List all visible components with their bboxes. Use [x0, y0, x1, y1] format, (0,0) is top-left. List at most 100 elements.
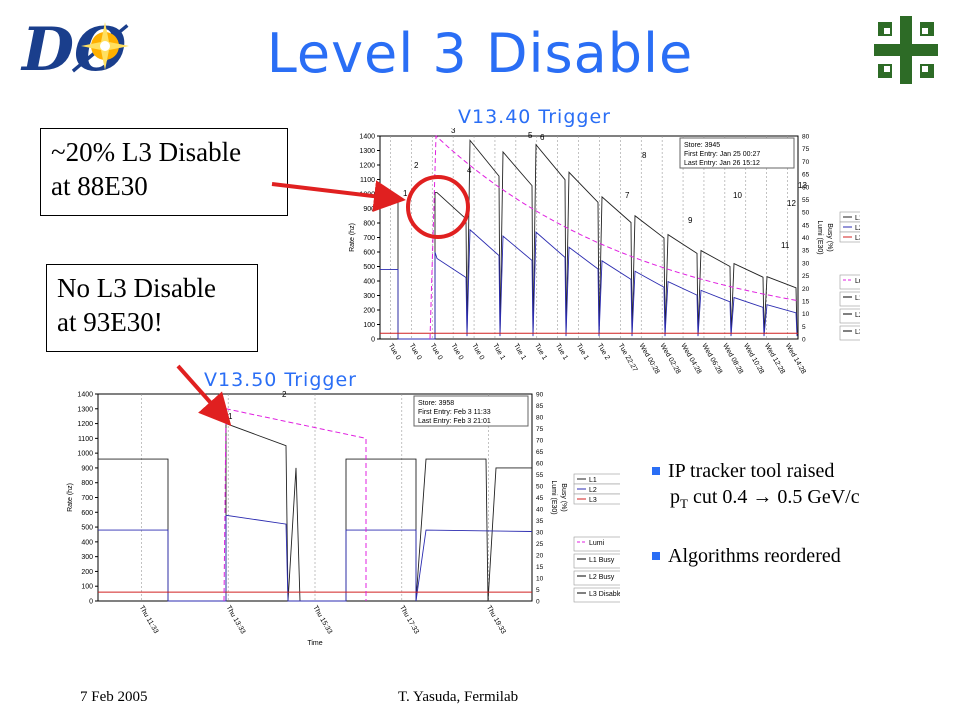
y2-tick-label: 60	[536, 461, 544, 468]
y2-tick-label: 30	[536, 530, 544, 537]
y-tick-label: 800	[363, 221, 375, 228]
trigger-label-bottom: V13.50 Trigger	[204, 369, 357, 391]
y-tick-label: 0	[371, 337, 375, 344]
y-tick-label: 1100	[360, 177, 375, 184]
legend-label: L1 Busy	[589, 557, 615, 564]
y2-tick-label: 15	[536, 564, 544, 571]
x-tick-label: Tue 0	[429, 343, 444, 362]
y-tick-label: 600	[363, 250, 375, 257]
y-tick-label: 400	[363, 279, 375, 286]
y2-tick-label: 0	[536, 599, 540, 606]
annotation-label: 12	[787, 199, 796, 208]
store-box-line: First Entry: Feb 3 11:33	[418, 409, 491, 416]
y-tick-label: 1200	[359, 163, 375, 170]
legend-label: Lumi	[855, 278, 860, 285]
annotation-label: 4	[467, 166, 472, 175]
y-axis-label: Rate (hz)	[349, 223, 356, 252]
y-tick-label: 600	[81, 510, 93, 517]
legend-label: L3 Disable	[589, 591, 620, 598]
x-tick-label: Thu 15:33	[311, 605, 333, 636]
y-tick-label: 1300	[77, 406, 93, 413]
annotation-label: 1	[228, 412, 233, 421]
y2-tick-label: 10	[536, 576, 544, 583]
x-tick-label: Tue 0	[449, 343, 464, 362]
y-tick-label: 300	[363, 293, 375, 300]
bullet-marker-icon	[652, 467, 660, 475]
x-tick-label: Thu 17:33	[398, 605, 420, 636]
x-tick-label: Thu 11:33	[138, 605, 160, 635]
bullet-1-line1: IP tracker tool raised	[668, 460, 835, 482]
callout-1-line1: ~20% L3 Disable	[51, 137, 242, 167]
store-box-line: Store: 3945	[684, 142, 720, 149]
legend-label: Lumi	[589, 540, 605, 547]
x-tick-label: Wed 14:28	[784, 343, 807, 376]
y2-tick-label: 90	[536, 392, 544, 399]
y2-tick-label: 55	[802, 197, 810, 204]
x-tick-label: Tue 1	[575, 343, 590, 362]
annotation-label: 1	[403, 189, 408, 198]
store-box-line: Last Entry: Feb 3 21:01	[418, 418, 491, 425]
y2-tick-label: 5	[802, 324, 806, 331]
y2-label: Lumi (E30)	[816, 220, 823, 254]
callout-box-2: No L3 Disable at 93E30!	[46, 264, 258, 352]
trigger-label-top: V13.40 Trigger	[458, 106, 611, 128]
x-tick-label: Tue 22:27	[617, 343, 639, 374]
y-tick-label: 900	[81, 465, 93, 472]
y-tick-label: 1100	[78, 436, 93, 443]
x-tick-label: Wed 08:28	[721, 343, 744, 376]
store-box-line: Last Entry: Jan 26 15:12	[684, 160, 760, 167]
y-tick-label: 1400	[77, 392, 93, 399]
annotation-label: 8	[642, 151, 647, 160]
y2-tick-label: 55	[536, 472, 544, 479]
x-axis-label: Time	[307, 640, 322, 647]
annotation-label: 13	[798, 181, 807, 190]
legend-box	[573, 553, 620, 569]
series-l2-line	[380, 228, 798, 340]
series-lumi-line	[429, 134, 799, 340]
x-tick-label: Tue 1	[512, 343, 527, 362]
annotation-label: 10	[733, 191, 742, 200]
y2-tick-label: 85	[536, 403, 544, 410]
annotation-label: 7	[625, 191, 630, 200]
legend-box	[839, 291, 860, 307]
y-tick-label: 1200	[77, 421, 93, 428]
y2-tick-label: 25	[802, 273, 810, 280]
y2-tick-label: 20	[536, 553, 544, 560]
x-tick-label: Tue 1	[554, 343, 569, 362]
y-tick-label: 1000	[359, 192, 375, 199]
footer-date: 7 Feb 2005	[80, 689, 148, 705]
legend-label: L2 Busy	[589, 574, 615, 581]
bullet-item: IP tracker tool raised pT cut 0.4 → 0.5 …	[652, 458, 952, 517]
y2-tick-label: 40	[802, 235, 810, 242]
y-tick-label: 800	[81, 480, 93, 487]
y-tick-label: 0	[89, 599, 93, 606]
d0-logo: DØ	[10, 8, 150, 88]
y2-tick-label: 70	[802, 159, 810, 166]
x-tick-label: Thu 13:33	[224, 605, 246, 636]
callout-1-line2: at 88E30	[51, 171, 148, 201]
y2-tick-label: 50	[802, 210, 810, 217]
store-box	[679, 137, 795, 169]
legend-box	[573, 536, 620, 552]
y2-tick-label: 65	[802, 172, 810, 179]
x-tick-label: Tue 0	[470, 343, 485, 362]
y-tick-label: 500	[363, 264, 375, 271]
bullet-1-sub: T	[680, 496, 688, 511]
chart-bottom: 0100200300400500600700800900100011001200…	[67, 390, 620, 647]
series-lumi-line	[223, 408, 367, 602]
y2-tick-label: 0	[802, 337, 806, 344]
legend-label: L2	[589, 487, 597, 494]
legend-box	[573, 570, 620, 586]
legend-label: L3	[855, 235, 860, 242]
annotation-label: 5	[528, 131, 533, 140]
y2-tick-label: 65	[536, 449, 544, 456]
y-tick-label: 1400	[359, 134, 375, 141]
y2-tick-label: 15	[802, 298, 810, 305]
y-tick-label: 1300	[359, 148, 375, 155]
legend-label: L1	[589, 477, 597, 484]
y-tick-label: 1000	[77, 451, 93, 458]
x-tick-label: Tue 1	[491, 343, 506, 362]
y-tick-label: 500	[81, 525, 93, 532]
y2-tick-label: 80	[802, 134, 810, 141]
legend-label: L3	[589, 497, 597, 504]
